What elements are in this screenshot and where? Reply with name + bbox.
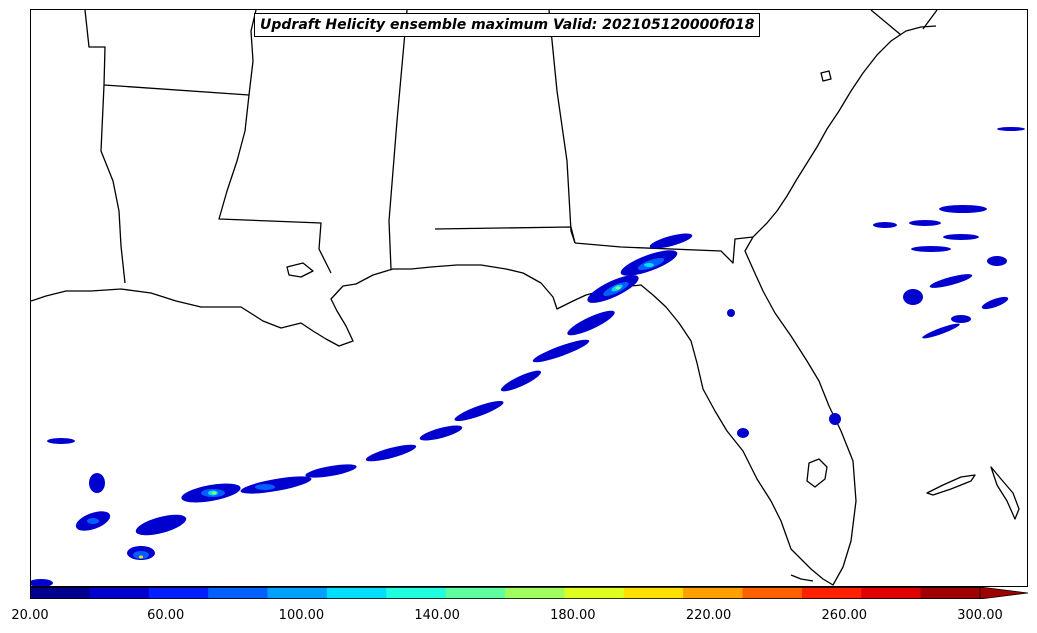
bahamas-2 (990, 466, 1020, 520)
colorbar-segment (445, 587, 506, 599)
colorbar-segment (861, 587, 922, 599)
colorbar-segment (801, 587, 862, 599)
border-al-fl (434, 226, 576, 244)
colorbar-segment (30, 587, 90, 599)
border-tx-ar (84, 10, 106, 86)
colorbar-segment (386, 587, 447, 599)
colorbar-tick-label: 100.00 (278, 608, 325, 623)
colorbar-segment (208, 587, 268, 599)
colorbar-segment (326, 587, 387, 599)
border-tx-la (100, 84, 126, 284)
map-canvas (31, 10, 1025, 586)
colorbar-extend-arrow (979, 587, 1029, 599)
map-title: Updraft Helicity ensemble maximum Valid:… (254, 13, 761, 37)
border-nc (922, 10, 938, 30)
island-ne (820, 70, 832, 82)
colorbar-segment (148, 587, 209, 599)
map-frame (30, 9, 1028, 587)
storm-cells (31, 127, 1025, 586)
lake-pontchartrain (286, 262, 314, 278)
colorbar-tick-label: 300.00 (957, 608, 1003, 623)
colorbar-segment (267, 587, 328, 599)
border-ar-la (103, 84, 250, 96)
border-la-ms (218, 94, 332, 274)
border-ms-al (388, 10, 408, 270)
colorbar-segment (564, 587, 625, 599)
border-ms-river (248, 10, 257, 96)
border-ga-fl (574, 236, 754, 264)
florida-keys (790, 574, 814, 582)
colorbar-segment (505, 587, 565, 599)
colorbar-tick-label: 60.00 (147, 608, 185, 623)
colorbar-segment (623, 587, 684, 599)
colorbar-segment (683, 587, 743, 599)
colorbar-tick-label: 20.00 (11, 608, 49, 623)
bahamas (926, 474, 976, 496)
coastline-gulf (31, 25, 937, 586)
lake-okeechobee (806, 458, 828, 488)
colorbar-tick-label: 220.00 (685, 608, 732, 623)
colorbar-tick-label: 260.00 (821, 608, 868, 623)
colorbar-segment (920, 587, 981, 599)
colorbar (30, 587, 1029, 599)
colorbar-tick-label: 140.00 (414, 608, 460, 623)
colorbar-segment (742, 587, 803, 599)
colorbar-segment (89, 587, 150, 599)
border-ga-sc (870, 10, 902, 36)
colorbar-tick-label: 180.00 (550, 608, 596, 623)
border-al-ga (548, 10, 576, 244)
